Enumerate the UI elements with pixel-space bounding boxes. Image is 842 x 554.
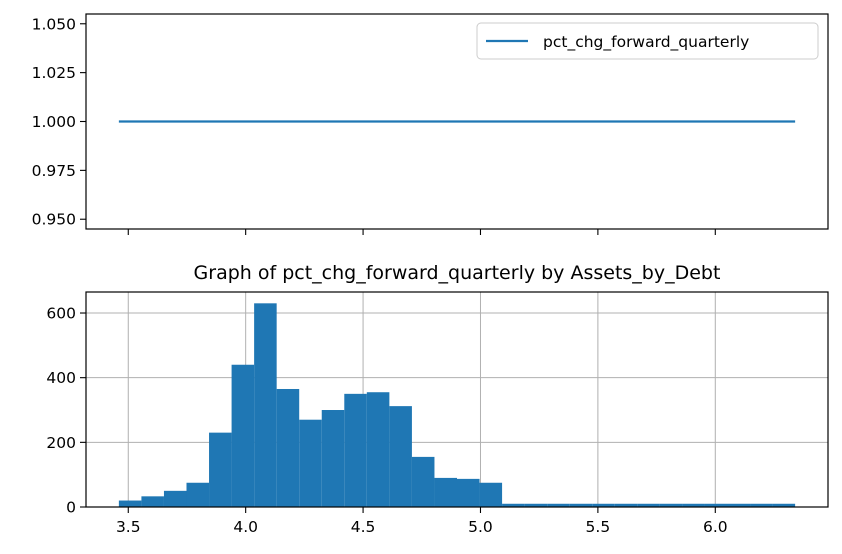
histogram-bar xyxy=(276,388,300,507)
grid xyxy=(86,292,828,508)
histogram-bar xyxy=(750,503,773,507)
histogram-bar xyxy=(659,503,683,507)
histogram-bar xyxy=(772,503,796,507)
x-tick-label: 5.0 xyxy=(468,518,493,536)
histogram-bar xyxy=(141,496,164,507)
histogram-bars xyxy=(118,303,796,507)
histogram-bar xyxy=(389,406,412,507)
histogram-bar xyxy=(637,503,660,507)
histogram-bar xyxy=(727,503,751,507)
x-tick-label: 3.5 xyxy=(116,518,141,536)
histogram-bar xyxy=(366,392,390,507)
histogram-bar xyxy=(231,364,255,507)
line-chart-axes: 0.950 0.975 1.000 1.025 1.050 pct_chg_forwar… xyxy=(32,13,829,235)
y-tick-label: 0 xyxy=(66,499,76,517)
y-tick-label: 1.025 xyxy=(32,64,76,82)
histogram-bar xyxy=(434,477,457,507)
histogram-bar xyxy=(547,503,570,507)
histogram-bar xyxy=(457,478,480,507)
bottom-y-ticks: 0 200 400 600 xyxy=(46,305,86,517)
histogram-bar xyxy=(163,490,187,507)
histogram-bar xyxy=(502,503,525,507)
histogram-bar xyxy=(321,410,345,507)
top-axes-frame xyxy=(85,13,829,230)
x-tick-label: 4.0 xyxy=(233,518,258,536)
y-tick-label: 0.950 xyxy=(32,211,76,229)
histogram-bar xyxy=(411,456,435,507)
histogram-bar xyxy=(344,393,367,507)
histogram-bar xyxy=(118,500,142,507)
histogram-bar xyxy=(186,482,210,507)
y-tick-label: 0.975 xyxy=(32,162,76,180)
histogram-bar xyxy=(524,503,548,507)
bottom-axes-frame xyxy=(85,291,829,508)
bottom-x-ticks: 3.5 4.0 4.5 5.0 5.5 6.0 xyxy=(116,507,728,536)
histogram-axes: 0 200 400 600 3.5 4.0 4.5 5.0 5.5 6.0 xyxy=(46,291,829,536)
histogram-bar xyxy=(704,503,728,507)
y-tick-label: 600 xyxy=(46,305,76,323)
x-tick-label: 5.5 xyxy=(586,518,611,536)
histogram-bar xyxy=(209,432,232,507)
histogram-bar xyxy=(479,482,503,507)
histogram-bar xyxy=(299,419,322,507)
histogram-bar xyxy=(614,503,638,507)
histogram-bar xyxy=(569,503,593,507)
histogram-bar xyxy=(682,503,705,507)
legend-box xyxy=(476,22,819,60)
y-tick-label: 200 xyxy=(46,434,76,452)
top-x-ticks xyxy=(127,229,716,235)
legend-label: pct_chg_forward_quarterly xyxy=(543,33,749,52)
chart-title: Graph of pct_chg_forward_quarterly by As… xyxy=(194,262,721,284)
histogram-bar xyxy=(254,303,277,507)
top-y-ticks: 0.950 0.975 1.000 1.025 1.050 xyxy=(32,15,86,229)
y-tick-label: 400 xyxy=(46,369,76,387)
x-tick-label: 4.5 xyxy=(351,518,376,536)
x-tick-label: 6.0 xyxy=(703,518,728,536)
legend: pct_chg_forward_quarterly xyxy=(476,22,819,60)
y-tick-label: 1.050 xyxy=(32,15,76,33)
histogram-bar xyxy=(592,503,615,507)
y-tick-label: 1.000 xyxy=(32,113,76,131)
